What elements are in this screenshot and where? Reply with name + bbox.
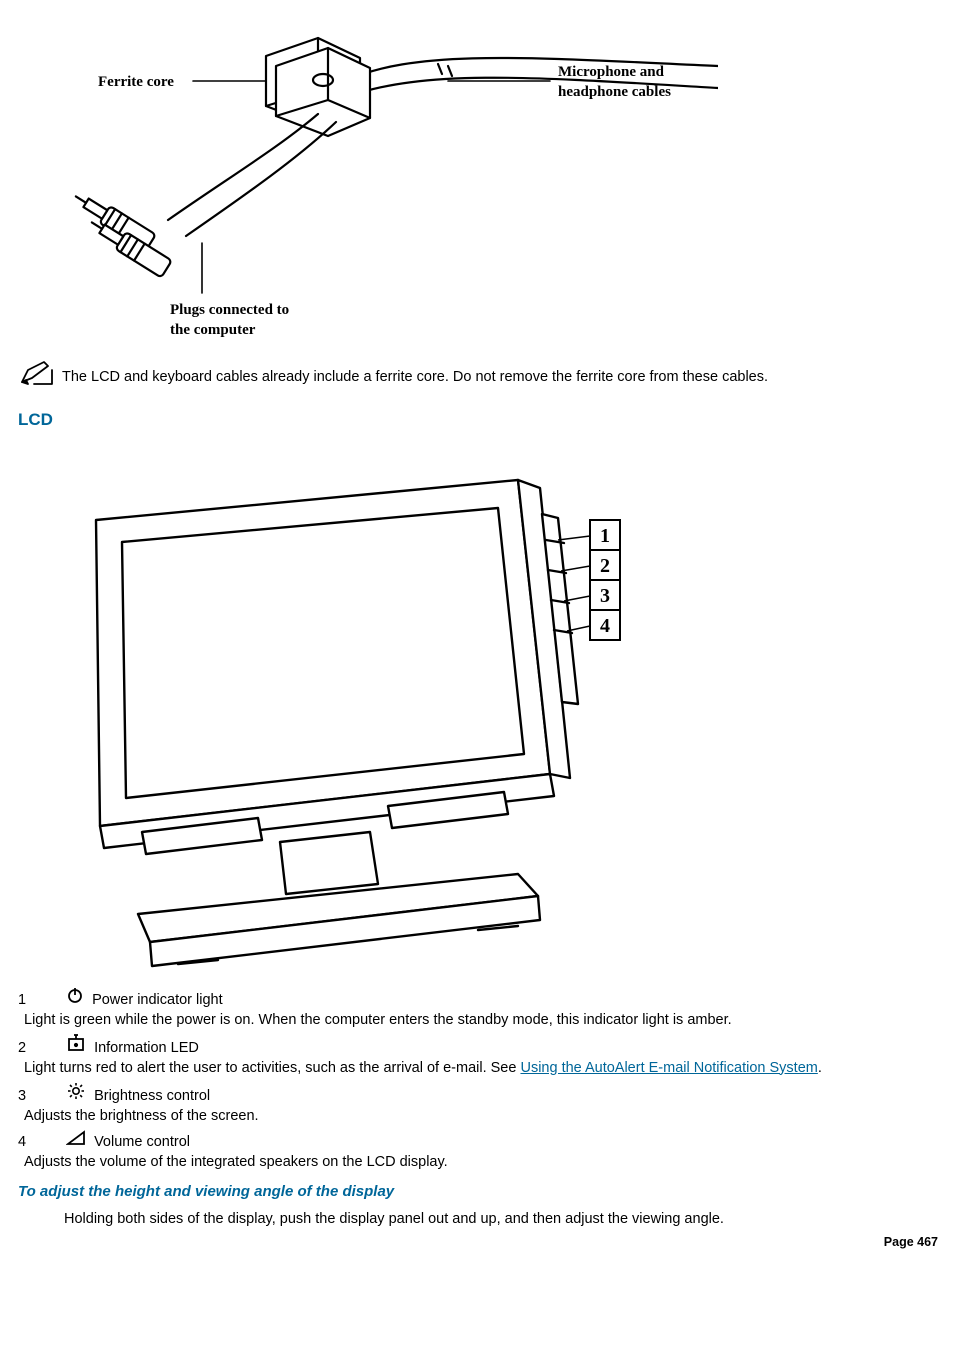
information-led-icon: [66, 1034, 86, 1059]
note-block: The LCD and keyboard cables already incl…: [18, 360, 940, 388]
note-text: The LCD and keyboard cables already incl…: [62, 368, 768, 388]
lcd-svg: 1 2 3 4: [18, 444, 638, 984]
legend-num-2: 2: [18, 1039, 62, 1059]
figure1-label-bottom-2: the computer: [170, 322, 256, 338]
pencil-note-icon: [18, 360, 56, 388]
legend-label-1: Power indicator light: [92, 992, 223, 1008]
figure1-label-bottom-1: Plugs connected to: [170, 302, 289, 318]
callout-2: 2: [600, 555, 610, 577]
callout-3: 3: [600, 585, 610, 607]
subhead-adjust-display: To adjust the height and viewing angle o…: [18, 1183, 940, 1200]
paragraph-adjust: Holding both sides of the display, push …: [64, 1210, 940, 1230]
document-page: Ferrite core Microphone and headphone ca…: [0, 0, 954, 1257]
legend-desc-2-pre: Light turns red to alert the user to act…: [24, 1060, 520, 1076]
legend-item-4: 4 Volume control: [18, 1130, 940, 1153]
legend-item-1: 1 Power indicator light: [18, 986, 940, 1011]
legend-desc-2-post: .: [818, 1060, 822, 1076]
legend-desc-2: Light turns red to alert the user to act…: [24, 1059, 940, 1079]
legend-num-4: 4: [18, 1133, 62, 1153]
legend-desc-1: Light is green while the power is on. Wh…: [24, 1011, 940, 1031]
legend-desc-3: Adjusts the brightness of the screen.: [24, 1107, 940, 1127]
page-number: Page 467: [18, 1235, 940, 1249]
legend-num-3: 3: [18, 1087, 62, 1107]
callout-1: 1: [600, 525, 610, 547]
callout-4: 4: [600, 615, 610, 637]
lcd-legend: 1 Power indicator light Light is green w…: [18, 986, 940, 1173]
autoalert-link[interactable]: Using the AutoAlert E-mail Notification …: [520, 1060, 817, 1076]
legend-label-4: Volume control: [94, 1134, 190, 1150]
legend-item-3: 3 Brightness control: [18, 1082, 940, 1107]
heading-lcd: LCD: [18, 410, 940, 430]
figure1-label-right-1: Microphone and: [558, 64, 665, 80]
legend-label-2: Information LED: [94, 1040, 199, 1056]
power-icon: [66, 986, 84, 1011]
figure-lcd: 1 2 3 4: [18, 444, 940, 984]
brightness-icon: [66, 1082, 86, 1107]
figure1-label-left: Ferrite core: [98, 74, 174, 90]
volume-icon: [66, 1130, 86, 1153]
legend-item-2: 2 Information LED: [18, 1034, 940, 1059]
legend-num-1: 1: [18, 991, 62, 1011]
figure-ferrite-core: Ferrite core Microphone and headphone ca…: [18, 18, 940, 348]
legend-label-3: Brightness control: [94, 1088, 210, 1104]
ferrite-core-svg: Ferrite core Microphone and headphone ca…: [18, 18, 718, 348]
legend-desc-4: Adjusts the volume of the integrated spe…: [24, 1153, 940, 1173]
figure1-label-right-2: headphone cables: [558, 84, 671, 100]
